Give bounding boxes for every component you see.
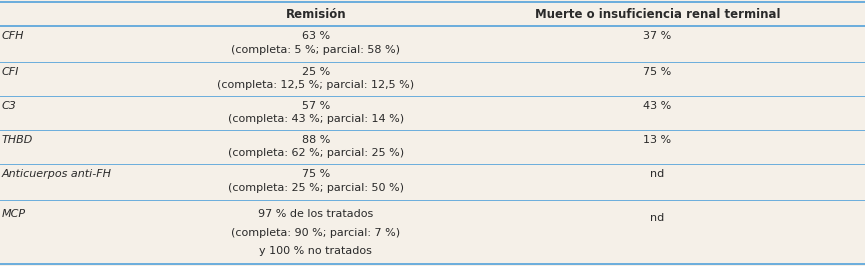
Text: 97 % de los tratados: 97 % de los tratados <box>258 209 374 219</box>
Text: CFH: CFH <box>2 31 24 41</box>
Text: (completa: 5 %; parcial: 58 %): (completa: 5 %; parcial: 58 %) <box>231 45 400 56</box>
Text: 13 %: 13 % <box>644 135 671 144</box>
Text: nd: nd <box>650 169 664 179</box>
Text: MCP: MCP <box>2 209 26 219</box>
Text: 37 %: 37 % <box>644 31 671 41</box>
Text: 43 %: 43 % <box>644 101 671 110</box>
Text: (completa: 90 %; parcial: 7 %): (completa: 90 %; parcial: 7 %) <box>231 228 400 238</box>
Text: Anticuerpos anti-FH: Anticuerpos anti-FH <box>2 169 112 179</box>
Text: 63 %: 63 % <box>302 31 330 41</box>
Text: (completa: 25 %; parcial: 50 %): (completa: 25 %; parcial: 50 %) <box>227 184 404 193</box>
Text: (completa: 62 %; parcial: 25 %): (completa: 62 %; parcial: 25 %) <box>227 148 404 158</box>
Text: 75 %: 75 % <box>644 66 671 77</box>
Text: C3: C3 <box>2 101 16 110</box>
Text: Muerte o insuficiencia renal terminal: Muerte o insuficiencia renal terminal <box>535 7 780 20</box>
Text: 88 %: 88 % <box>302 135 330 144</box>
Text: (completa: 43 %; parcial: 14 %): (completa: 43 %; parcial: 14 %) <box>227 114 404 124</box>
Text: CFI: CFI <box>2 66 19 77</box>
Text: y 100 % no tratados: y 100 % no tratados <box>260 246 372 256</box>
Text: 25 %: 25 % <box>302 66 330 77</box>
Text: 57 %: 57 % <box>302 101 330 110</box>
Text: (completa: 12,5 %; parcial: 12,5 %): (completa: 12,5 %; parcial: 12,5 %) <box>217 80 414 90</box>
Text: THBD: THBD <box>2 135 33 144</box>
Text: Remisión: Remisión <box>285 7 346 20</box>
Text: nd: nd <box>650 213 664 223</box>
Text: 75 %: 75 % <box>302 169 330 179</box>
